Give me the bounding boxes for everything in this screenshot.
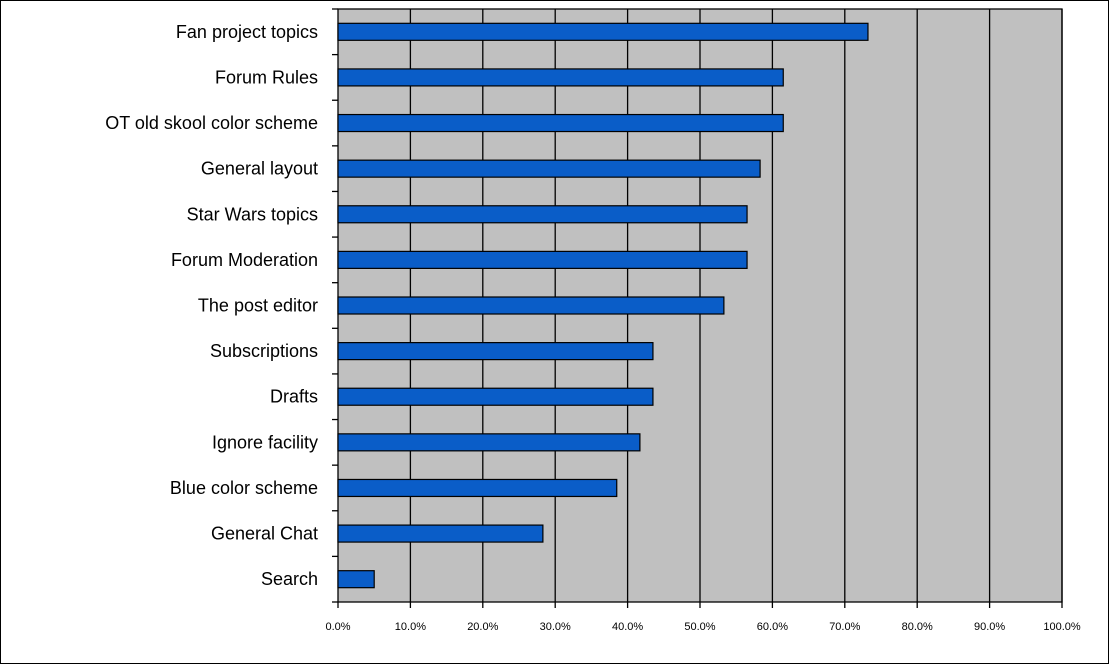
x-tick-label: 100.0%: [1043, 621, 1081, 633]
category-label: Search: [261, 569, 318, 589]
x-tick-label: 40.0%: [612, 621, 643, 633]
bar: [337, 342, 654, 361]
x-tick-label: 10.0%: [395, 621, 426, 633]
category-label: General Chat: [211, 524, 318, 544]
bar: [337, 250, 748, 269]
category-label: General layout: [201, 159, 318, 179]
category-label: Forum Moderation: [171, 250, 318, 270]
bar: [337, 205, 748, 224]
bar: [337, 296, 725, 315]
bar: [337, 524, 544, 543]
x-tick-label: 30.0%: [540, 621, 571, 633]
category-label: Star Wars topics: [187, 204, 318, 224]
bar: [337, 387, 654, 406]
category-label: Fan project topics: [176, 22, 318, 42]
category-label: Drafts: [270, 387, 318, 407]
bar: [337, 68, 784, 87]
bar: [337, 113, 784, 133]
category-label: Ignore facility: [212, 432, 318, 452]
category-label: OT old skool color scheme: [105, 113, 318, 133]
x-tick-label: 60.0%: [757, 621, 788, 633]
bar: [337, 22, 869, 41]
x-tick-label: 20.0%: [467, 621, 498, 633]
category-label: Subscriptions: [210, 341, 318, 361]
bar: [337, 570, 375, 589]
category-label: Forum Rules: [215, 67, 318, 87]
x-tick-label: 90.0%: [974, 621, 1005, 633]
x-tick-label: 0.0%: [325, 621, 350, 633]
x-tick-label: 80.0%: [902, 621, 933, 633]
x-tick-label: 50.0%: [684, 621, 715, 633]
category-label: Blue color scheme: [170, 478, 318, 498]
bar: [337, 478, 618, 498]
bar: [337, 159, 761, 178]
x-tick-label: 70.0%: [829, 621, 860, 633]
bar: [337, 433, 641, 452]
category-label: The post editor: [198, 296, 318, 316]
